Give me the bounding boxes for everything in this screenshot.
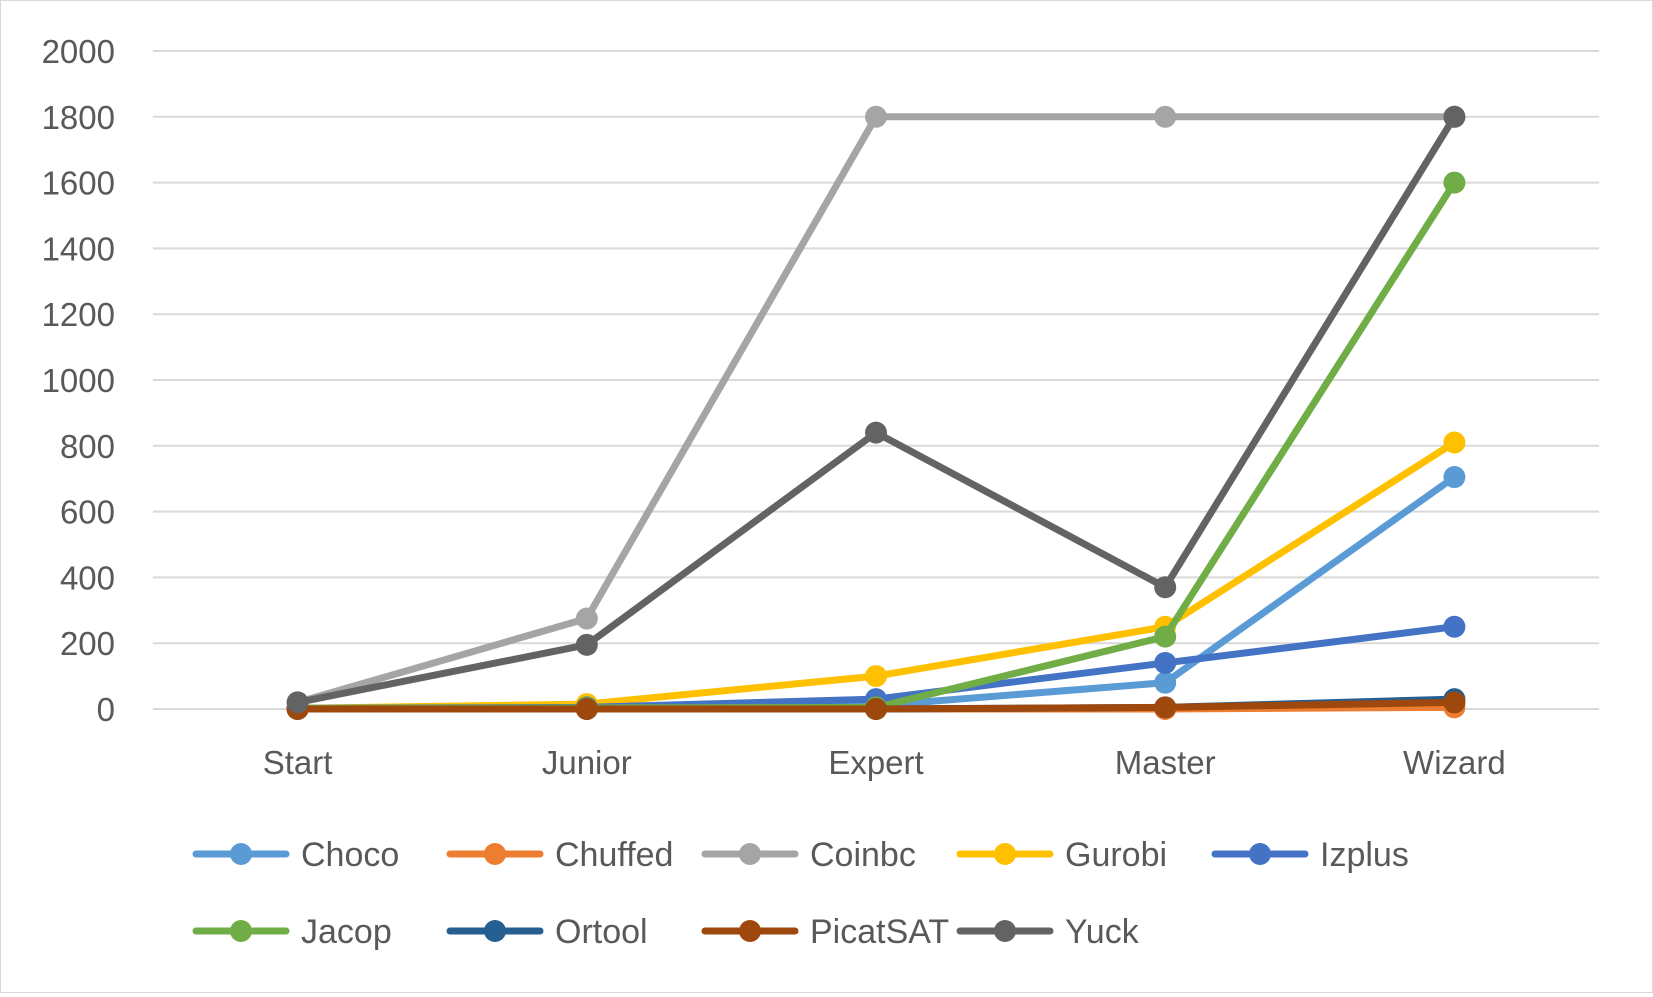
series-yuck [286, 105, 1466, 714]
series-coinbc [286, 105, 1466, 714]
y-tick-label: 600 [60, 494, 115, 531]
y-tick-label: 400 [60, 559, 115, 596]
legend-item-ortool: Ortool [446, 913, 648, 951]
legend-item-yuck: Yuck [956, 913, 1140, 951]
x-tick-label: Start [263, 744, 333, 781]
legend-item-chuffed: Chuffed [446, 836, 673, 874]
x-tick-label: Wizard [1403, 744, 1506, 781]
data-point-coinbc [1154, 105, 1177, 128]
y-axis-ticks: 0 200 400 600 800 1000 1200 1400 1600 1800 2000 [42, 33, 115, 728]
legend-item-coinbc: Coinbc [701, 836, 916, 874]
legend-label: Izplus [1320, 836, 1409, 874]
data-point-coinbc [575, 607, 598, 630]
y-tick-label: 1600 [42, 165, 115, 202]
legend-item-picatsat: PicatSAT [701, 913, 949, 951]
legend-item-jacop: Jacop [192, 913, 392, 951]
legend-label: PicatSAT [810, 913, 949, 951]
legend-swatch-marker [230, 843, 252, 865]
data-point-yuck [865, 421, 887, 444]
data-point-picatsat [1154, 696, 1177, 719]
legend-item-gurobi: Gurobi [956, 836, 1167, 874]
data-point-gurobi [1443, 431, 1466, 454]
data-point-coinbc [865, 105, 887, 128]
series-lines [286, 105, 1466, 720]
legend-swatch-marker [484, 843, 506, 865]
legend: Choco Chuffed Coinbc Gurobi Izplus Jacop Ortoo… [192, 836, 1409, 951]
data-point-picatsat [575, 698, 598, 720]
series-line-yuck [294, 113, 1458, 706]
y-tick-label: 1800 [42, 99, 115, 136]
legend-label: Coinbc [810, 836, 916, 874]
series-line-coinbc [294, 113, 1458, 706]
data-point-yuck [575, 633, 598, 656]
data-point-choco [1154, 671, 1177, 694]
legend-label: Yuck [1065, 913, 1140, 951]
data-point-choco [1443, 466, 1466, 489]
legend-swatch-marker [484, 920, 506, 942]
data-point-gurobi [865, 665, 887, 688]
data-point-izplus [1154, 651, 1177, 674]
legend-label: Ortool [555, 913, 648, 951]
data-point-yuck [1154, 576, 1177, 599]
y-tick-label: 2000 [42, 33, 115, 70]
legend-label: Chuffed [555, 836, 673, 874]
legend-label: Choco [301, 836, 399, 874]
x-tick-label: Expert [828, 744, 923, 781]
y-tick-label: 1000 [42, 362, 115, 399]
y-tick-label: 1400 [42, 230, 115, 267]
gridlines [153, 50, 1599, 710]
y-tick-label: 0 [97, 691, 115, 728]
y-tick-label: 1200 [42, 296, 115, 333]
y-tick-label: 800 [60, 428, 115, 465]
x-axis-ticks: Start Junior Expert Master Wizard [263, 744, 1506, 781]
x-tick-label: Junior [542, 744, 632, 781]
legend-swatch-marker [994, 920, 1016, 942]
y-tick-label: 200 [60, 625, 115, 662]
data-point-yuck [286, 691, 309, 714]
legend-item-choco: Choco [192, 836, 399, 874]
data-point-picatsat [865, 698, 887, 720]
legend-label: Gurobi [1065, 836, 1167, 874]
data-point-yuck [1443, 105, 1466, 128]
data-point-picatsat [1443, 691, 1466, 714]
legend-swatch-marker [230, 920, 252, 942]
x-tick-label: Master [1115, 744, 1216, 781]
legend-swatch-marker [1249, 843, 1271, 865]
legend-swatch-marker [739, 920, 761, 942]
series-gurobi [286, 431, 1466, 720]
legend-label: Jacop [301, 913, 392, 951]
data-point-izplus [1443, 615, 1466, 638]
data-point-jacop [1443, 171, 1466, 194]
legend-swatch-marker [739, 843, 761, 865]
legend-swatch-marker [994, 843, 1016, 865]
legend-item-izplus: Izplus [1211, 836, 1409, 874]
data-point-jacop [1154, 625, 1177, 648]
